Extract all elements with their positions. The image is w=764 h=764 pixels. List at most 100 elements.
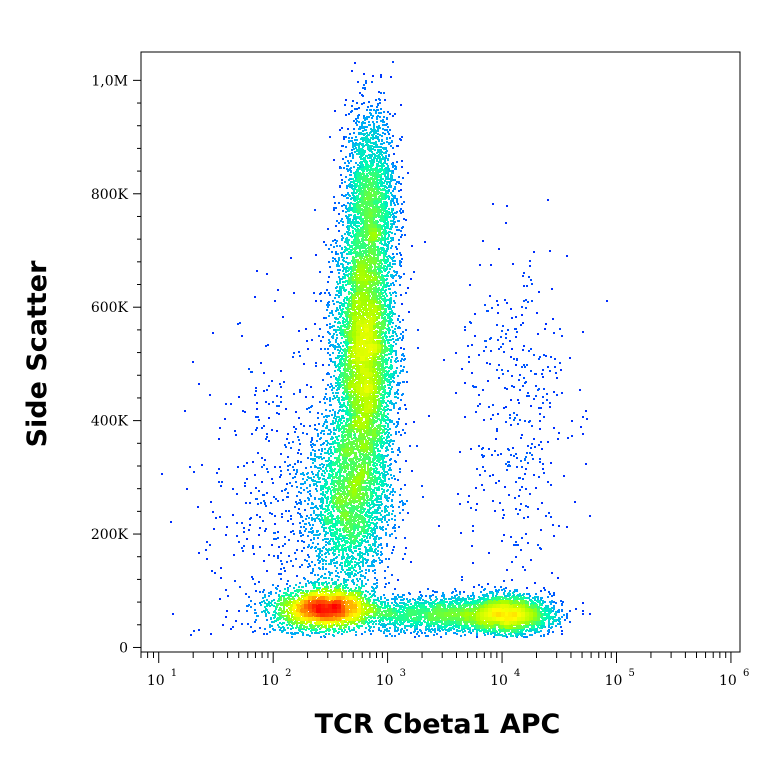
event-point <box>381 140 383 142</box>
event-point <box>540 407 542 409</box>
event-point <box>527 301 529 303</box>
event-point <box>538 388 540 390</box>
event-point <box>395 212 397 214</box>
event-point <box>365 569 367 571</box>
event-point <box>479 474 481 476</box>
event-point <box>385 170 387 172</box>
event-point <box>349 574 351 576</box>
event-point <box>309 565 311 567</box>
event-point <box>361 583 363 585</box>
event-point <box>398 633 400 635</box>
event-point <box>539 428 541 430</box>
event-point <box>416 626 418 628</box>
event-point <box>268 592 270 594</box>
event-point <box>295 428 297 430</box>
event-point <box>531 634 533 636</box>
event-point <box>547 366 549 368</box>
event-point <box>335 570 337 572</box>
event-point <box>345 114 347 116</box>
event-point <box>396 248 398 250</box>
event-point <box>388 469 390 471</box>
event-point <box>394 179 396 181</box>
event-point <box>349 206 351 208</box>
event-point <box>390 145 392 147</box>
event-point <box>372 75 374 77</box>
event-point <box>410 632 412 634</box>
event-point <box>533 251 535 253</box>
event-point <box>559 362 561 364</box>
event-point <box>332 260 334 262</box>
event-point <box>393 374 395 376</box>
event-point <box>326 324 328 326</box>
event-point <box>339 282 341 284</box>
event-point <box>525 488 527 490</box>
event-point <box>312 479 314 481</box>
event-point <box>219 427 221 429</box>
event-point <box>478 354 480 356</box>
event-point <box>326 464 328 466</box>
event-point <box>344 241 346 243</box>
event-point <box>340 571 342 573</box>
event-point <box>370 128 372 130</box>
event-point <box>281 516 283 518</box>
event-point <box>380 498 382 500</box>
event-point <box>346 187 348 189</box>
event-point <box>317 417 319 419</box>
event-point <box>339 350 341 352</box>
event-point <box>391 310 393 312</box>
event-point <box>343 580 345 582</box>
event-point <box>403 355 405 357</box>
event-point <box>236 535 238 537</box>
event-point <box>265 615 267 617</box>
event-point <box>314 428 316 430</box>
event-point <box>346 242 348 244</box>
event-point <box>429 602 431 604</box>
event-point <box>538 358 540 360</box>
event-point <box>316 530 318 532</box>
event-point <box>320 348 322 350</box>
event-point <box>387 440 389 442</box>
event-point <box>364 546 366 548</box>
event-point <box>523 345 525 347</box>
event-point <box>284 489 286 491</box>
event-point <box>333 333 335 335</box>
event-point <box>314 450 316 452</box>
event-point <box>441 595 443 597</box>
event-point <box>387 602 389 604</box>
event-point <box>274 523 276 525</box>
event-point <box>354 174 356 176</box>
event-point <box>502 509 504 511</box>
event-point <box>394 392 396 394</box>
event-point <box>386 141 388 143</box>
event-point <box>501 369 503 371</box>
event-point <box>392 135 394 137</box>
event-point <box>373 143 375 145</box>
event-point <box>381 135 383 137</box>
event-point <box>375 599 377 601</box>
event-point <box>342 264 344 266</box>
event-point <box>318 567 320 569</box>
event-point <box>406 381 408 383</box>
event-point <box>398 447 400 449</box>
event-point <box>401 354 403 356</box>
event-point <box>268 440 270 442</box>
event-point <box>300 535 302 537</box>
event-point <box>346 185 348 187</box>
event-point <box>402 337 404 339</box>
event-point <box>254 296 256 298</box>
event-point <box>469 629 471 631</box>
event-point <box>522 566 524 568</box>
event-point <box>391 635 393 637</box>
event-point <box>291 633 293 635</box>
event-point <box>351 580 353 582</box>
event-point <box>531 443 533 445</box>
event-point <box>395 168 397 170</box>
event-point <box>397 339 399 341</box>
event-point <box>349 133 351 135</box>
event-point <box>532 597 534 599</box>
event-point <box>311 471 313 473</box>
event-point <box>324 472 326 474</box>
event-point <box>483 455 485 457</box>
event-point <box>515 544 517 546</box>
event-point <box>271 513 273 515</box>
